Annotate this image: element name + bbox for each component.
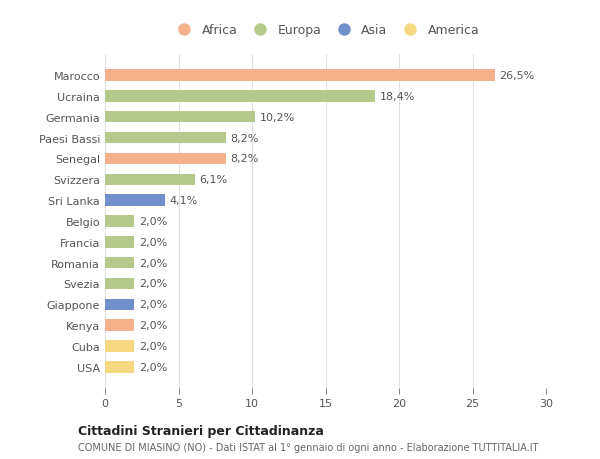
Bar: [105, 195, 165, 207]
Text: 26,5%: 26,5%: [499, 71, 534, 81]
Bar: [105, 361, 134, 373]
Text: 2,0%: 2,0%: [139, 237, 167, 247]
Text: 2,0%: 2,0%: [139, 279, 167, 289]
Text: 10,2%: 10,2%: [259, 112, 295, 123]
Text: 2,0%: 2,0%: [139, 258, 167, 268]
Bar: [105, 133, 226, 144]
Text: 2,0%: 2,0%: [139, 320, 167, 330]
Text: 8,2%: 8,2%: [230, 133, 259, 143]
Text: 18,4%: 18,4%: [380, 92, 415, 102]
Bar: [105, 257, 134, 269]
Bar: [105, 299, 134, 310]
Bar: [105, 341, 134, 352]
Text: 2,0%: 2,0%: [139, 362, 167, 372]
Text: 4,1%: 4,1%: [170, 196, 198, 206]
Text: 6,1%: 6,1%: [199, 175, 227, 185]
Text: 8,2%: 8,2%: [230, 154, 259, 164]
Bar: [105, 174, 194, 185]
Text: COMUNE DI MIASINO (NO) - Dati ISTAT al 1° gennaio di ogni anno - Elaborazione TU: COMUNE DI MIASINO (NO) - Dati ISTAT al 1…: [78, 442, 539, 452]
Text: 2,0%: 2,0%: [139, 300, 167, 310]
Bar: [105, 91, 376, 102]
Bar: [105, 320, 134, 331]
Bar: [105, 153, 226, 165]
Text: 2,0%: 2,0%: [139, 341, 167, 351]
Bar: [105, 112, 255, 123]
Bar: [105, 216, 134, 227]
Text: 2,0%: 2,0%: [139, 217, 167, 226]
Bar: [105, 70, 494, 82]
Bar: [105, 278, 134, 290]
Legend: Africa, Europa, Asia, America: Africa, Europa, Asia, America: [169, 22, 482, 39]
Text: Cittadini Stranieri per Cittadinanza: Cittadini Stranieri per Cittadinanza: [78, 425, 324, 437]
Bar: [105, 236, 134, 248]
